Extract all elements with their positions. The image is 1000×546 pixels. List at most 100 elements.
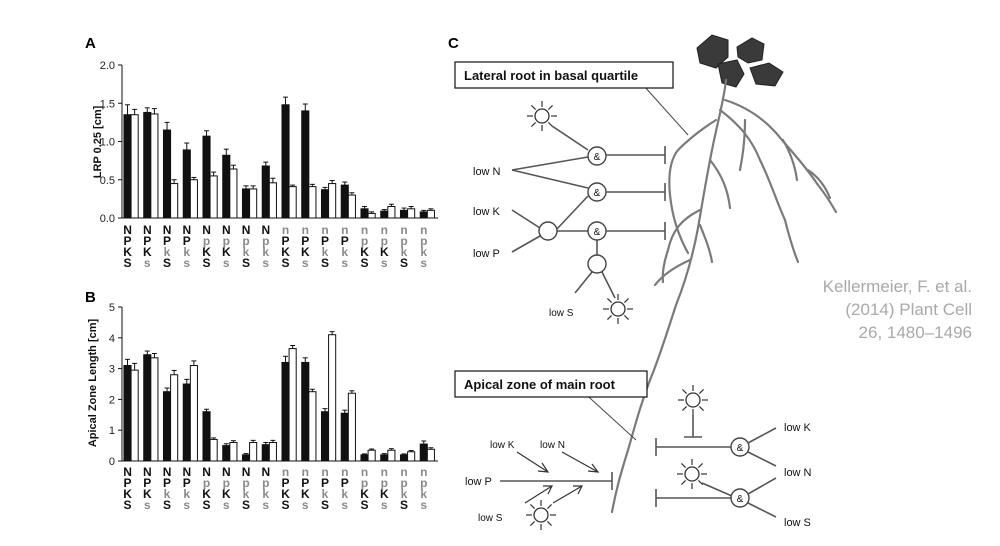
lateral-root-branch xyxy=(781,138,799,182)
category-letter: S xyxy=(282,498,290,512)
category-letter: P xyxy=(124,476,132,490)
category-letter: s xyxy=(420,256,427,270)
lateral-root xyxy=(653,258,692,287)
category-letter: N xyxy=(163,465,172,479)
chart-b-ylabel: Apical Zone Length [cm] xyxy=(87,318,99,447)
bar-black xyxy=(222,445,231,462)
category-letter: N xyxy=(242,465,251,479)
and-node-label: & xyxy=(594,227,601,238)
citation-line-2: (2014) Plant Cell xyxy=(845,300,972,319)
bar-black xyxy=(261,165,270,219)
category-letter: p xyxy=(420,234,427,248)
category-letter: S xyxy=(163,256,171,270)
label-low-n-apical: low N xyxy=(540,440,565,451)
arrow-low-k xyxy=(516,451,549,473)
bar-white xyxy=(308,391,317,462)
category-letter: s xyxy=(302,498,309,512)
category-letter: k xyxy=(341,487,348,501)
lateral-root-box xyxy=(454,61,674,89)
bar-black xyxy=(241,188,251,219)
category-letter: N xyxy=(242,223,251,237)
bar-white xyxy=(426,209,435,219)
bar-white xyxy=(387,449,396,462)
and-node xyxy=(730,437,750,457)
lateral-root xyxy=(708,158,732,210)
chart-b-categories: NPKSNPKsNPkSNPksNpKSNpKsNpkSNpksnPKSnPKs… xyxy=(123,465,427,512)
bar-white xyxy=(189,179,198,219)
chart-a-bars xyxy=(123,96,435,219)
category-letter: n xyxy=(302,465,309,479)
category-letter: k xyxy=(401,245,408,259)
bar-white xyxy=(328,183,337,219)
bar-black xyxy=(281,361,290,462)
link-s-left xyxy=(574,271,593,294)
category-letter: P xyxy=(183,234,191,248)
bar-black xyxy=(281,104,290,219)
bar-white xyxy=(189,365,198,462)
lateral-root xyxy=(723,98,838,214)
bar-black xyxy=(320,411,330,462)
category-letter: n xyxy=(361,465,368,479)
category-letter: k xyxy=(164,487,171,501)
link-right-low-n xyxy=(747,451,777,467)
link-low-k xyxy=(511,209,541,229)
category-letter: k xyxy=(341,245,348,259)
apical-zone-box xyxy=(454,370,648,398)
y-tick-label: 1 xyxy=(109,425,115,437)
label-low-s: low S xyxy=(549,308,574,319)
category-letter: S xyxy=(361,256,369,270)
apical-zone-box-label: Apical zone of main root xyxy=(464,377,616,392)
category-letter: p xyxy=(381,476,388,490)
category-letter: p xyxy=(420,476,427,490)
category-letter: N xyxy=(222,465,231,479)
bar-white xyxy=(426,448,435,462)
category-letter: K xyxy=(143,245,152,259)
link-s-right xyxy=(601,271,616,299)
category-letter: P xyxy=(143,234,151,248)
y-tick-label: 2 xyxy=(109,394,115,406)
category-letter: s xyxy=(223,256,230,270)
category-letter: n xyxy=(420,465,427,479)
category-letter: N xyxy=(261,465,270,479)
category-letter: k xyxy=(322,487,329,501)
category-letter: P xyxy=(163,234,171,248)
lateral-root-branch xyxy=(738,118,747,172)
bar-white xyxy=(150,113,159,219)
bar-black xyxy=(380,210,389,219)
bar-white xyxy=(268,182,277,219)
category-letter: n xyxy=(282,223,289,237)
or-node xyxy=(538,221,558,241)
sun-icon xyxy=(526,500,556,530)
category-letter: p xyxy=(203,476,210,490)
panel-label-c: C xyxy=(448,35,459,52)
category-letter: N xyxy=(182,465,191,479)
category-letter: s xyxy=(381,498,388,512)
leaf-shape xyxy=(749,62,784,87)
category-letter: N xyxy=(182,223,191,237)
category-letter: n xyxy=(341,223,348,237)
category-letter: n xyxy=(341,465,348,479)
category-letter: N xyxy=(123,465,132,479)
sun-icon xyxy=(678,385,708,415)
bar-white xyxy=(209,175,218,219)
category-letter: K xyxy=(222,487,231,501)
link-or-1 xyxy=(555,195,589,231)
bar-black xyxy=(241,454,251,462)
category-letter: K xyxy=(123,487,132,501)
and-node-label: & xyxy=(594,188,601,199)
bar-white xyxy=(328,334,337,462)
chart-a-ylabel: LRP 0.25 [cm] xyxy=(92,105,104,178)
category-letter: S xyxy=(400,256,408,270)
leaf-shape xyxy=(717,59,745,88)
category-letter: n xyxy=(361,223,368,237)
category-letter: n xyxy=(302,223,309,237)
bar-white xyxy=(268,442,277,462)
category-letter: K xyxy=(281,245,290,259)
category-letter: K xyxy=(380,245,389,259)
category-letter: p xyxy=(203,234,210,248)
citation-line-1: Kellermeier, F. et al. xyxy=(823,277,972,296)
category-letter: N xyxy=(163,223,172,237)
label-low-k-apical: low K xyxy=(490,440,515,451)
chart-b-bars xyxy=(123,331,435,462)
